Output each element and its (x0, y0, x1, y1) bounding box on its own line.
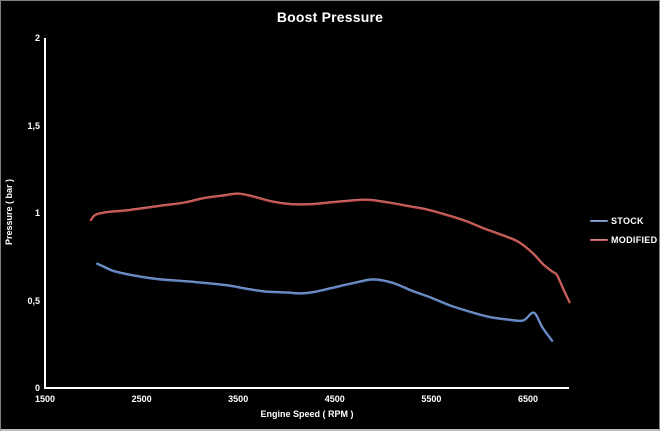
y-tick-label: 2 (34, 33, 40, 43)
legend-label-modified: MODIFIED (611, 234, 658, 245)
y-tick-label: 0 (34, 383, 40, 393)
y-axis-title: Pressure ( bar ) (4, 178, 14, 246)
y-tick-label: 1 (34, 208, 40, 218)
x-axis-title: Engine Speed ( RPM ) (260, 409, 354, 419)
x-tick-label: 5500 (421, 394, 442, 404)
y-tick-label: 1,5 (27, 120, 40, 131)
y-tick-label: 0,5 (27, 295, 40, 306)
x-tick-label: 2500 (131, 394, 152, 404)
stock-line-swatch (590, 219, 608, 222)
x-tick-label: 6500 (517, 394, 539, 404)
chart-title: Boost Pressure (276, 9, 384, 25)
x-tick-label: 4500 (324, 394, 345, 404)
legend-item-stock: STOCK (590, 211, 657, 230)
legend: STOCK MODIFIED (590, 211, 657, 249)
modified-series-line-highlight (90, 192, 570, 302)
x-tick-label: 1500 (34, 394, 56, 404)
modified-series-line (89, 192, 571, 304)
modified-line-swatch (590, 238, 608, 241)
x-tick-label: 3500 (228, 394, 249, 404)
stock-series-line-highlight (97, 262, 553, 341)
legend-item-modified: MODIFIED (590, 230, 657, 249)
legend-label-stock: STOCK (611, 215, 644, 226)
stock-series-line (96, 262, 554, 342)
